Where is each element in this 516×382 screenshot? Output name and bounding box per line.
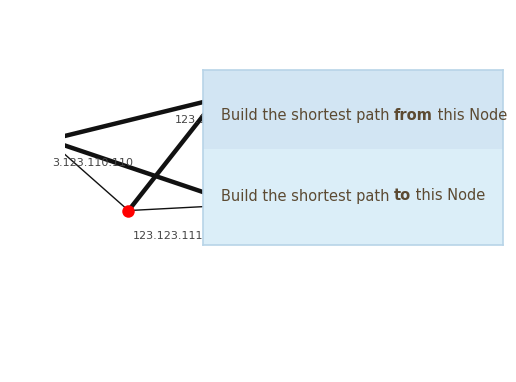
Text: 123.123.111.111: 123.123.111.111 <box>133 231 228 241</box>
Text: from: from <box>394 108 433 123</box>
Bar <box>203 70 503 149</box>
Text: 123.15.15.15: 123.15.15.15 <box>252 224 327 234</box>
Text: 3.123.110.110: 3.123.110.110 <box>53 158 134 168</box>
Text: this Node: this Node <box>433 108 507 123</box>
Text: this Node: this Node <box>411 188 486 204</box>
Text: Build the shortest path: Build the shortest path <box>221 188 394 204</box>
Text: to: to <box>394 188 411 204</box>
Text: Build the shortest path: Build the shortest path <box>221 108 394 123</box>
Text: 123.14: 123.14 <box>174 115 213 125</box>
